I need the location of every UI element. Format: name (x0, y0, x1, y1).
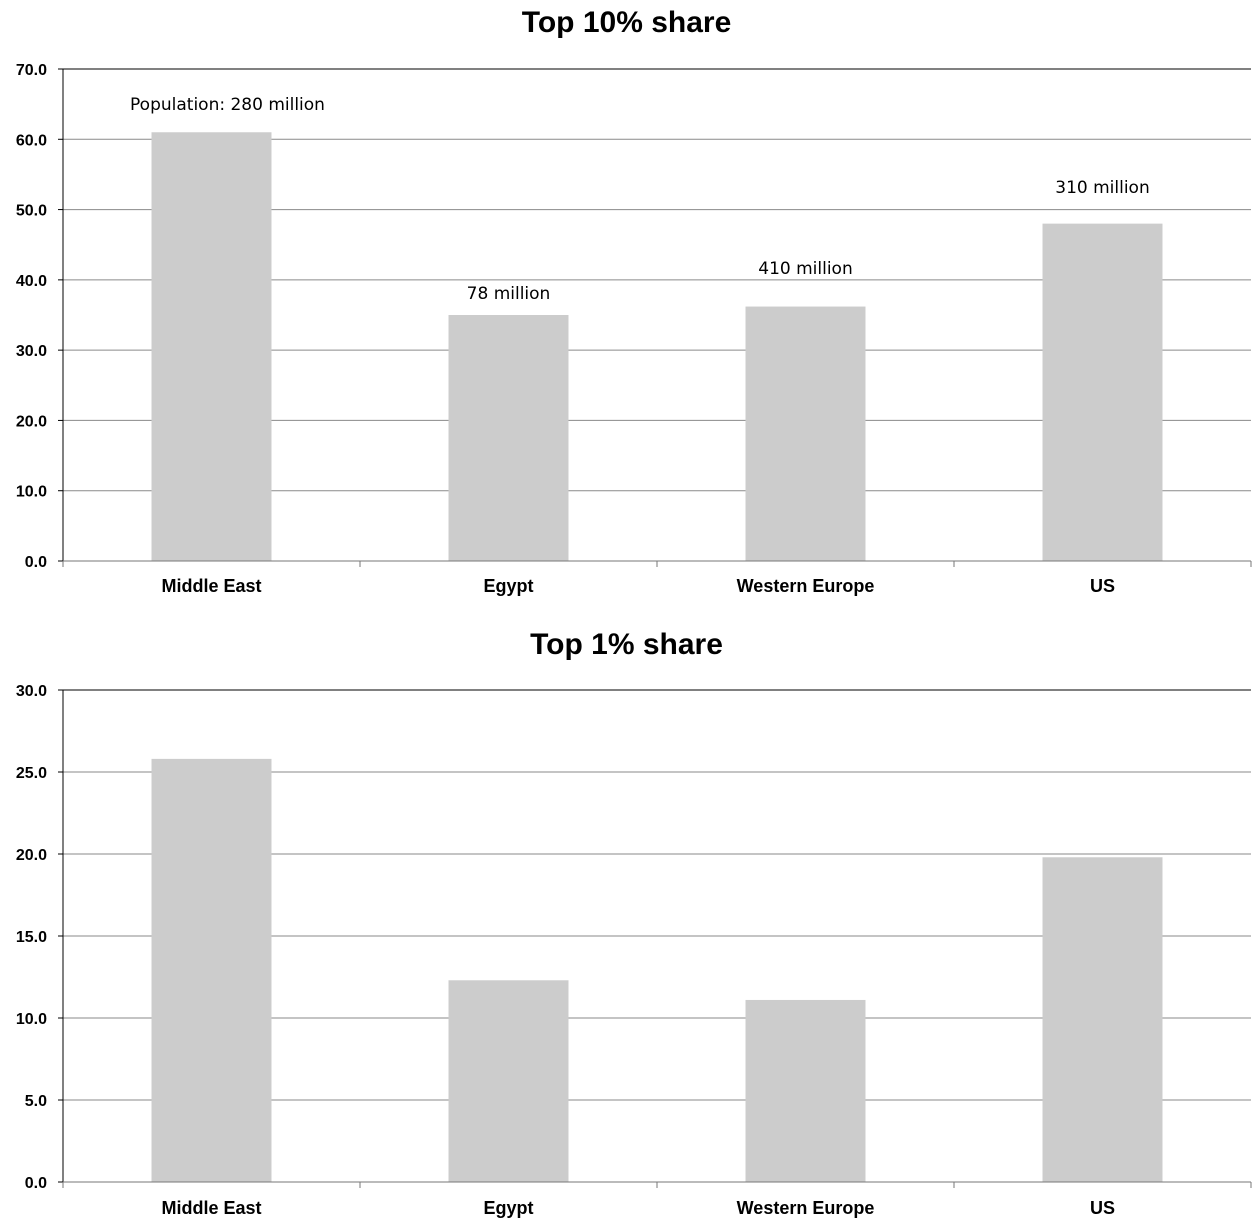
chart1-category-label: US (1090, 576, 1115, 596)
chart1-category-label: Western Europe (737, 576, 875, 596)
chart1-ytick-label: 40.0 (16, 273, 47, 290)
chart1-annotation: 410 million (758, 259, 852, 279)
chart2-bar-3 (1042, 857, 1163, 1182)
chart2-ytick-label: 0.0 (25, 1175, 47, 1192)
chart2-category-label: Middle East (161, 1198, 261, 1218)
chart2-ytick-label: 30.0 (16, 683, 47, 700)
chart1-ytick-label: 50.0 (16, 203, 47, 220)
chart1-bar-0 (151, 132, 272, 561)
chart1-ytick-label: 20.0 (16, 413, 47, 430)
chart2-category-label: Western Europe (737, 1198, 875, 1218)
chart2-ytick-label: 5.0 (25, 1093, 47, 1110)
chart1-category-label: Middle East (161, 576, 261, 596)
chart1-annotation: 310 million (1055, 178, 1149, 198)
chart2-category-label: US (1090, 1198, 1115, 1218)
chart1-bar-2 (745, 306, 866, 561)
chart2-bar-2 (745, 999, 866, 1182)
chart1-annotation: Population: 280 million (130, 95, 325, 115)
chart2-ytick-label: 20.0 (16, 847, 47, 864)
chart2-ytick-label: 10.0 (16, 1011, 47, 1028)
chart1-ytick-label: 10.0 (16, 484, 47, 501)
chart-title-top1: Top 1% share (530, 628, 723, 661)
chart1-ytick-label: 70.0 (16, 62, 47, 79)
chart1-ytick-label: 0.0 (25, 554, 47, 571)
chart1-category-label: Egypt (483, 576, 533, 596)
chart1-bar-3 (1042, 223, 1163, 561)
chart2-bar-1 (448, 980, 569, 1182)
chart2-category-label: Egypt (483, 1198, 533, 1218)
chart2-ytick-label: 15.0 (16, 929, 47, 946)
chart1-ytick-label: 60.0 (16, 132, 47, 149)
chart1-ytick-label: 30.0 (16, 343, 47, 360)
chart1-annotation: 78 million (467, 284, 551, 304)
chart-title-top10: Top 10% share (521, 6, 732, 39)
chart1-bar-1 (448, 315, 569, 561)
chart2-ytick-label: 25.0 (16, 765, 47, 782)
chart2-bar-0 (151, 758, 272, 1182)
